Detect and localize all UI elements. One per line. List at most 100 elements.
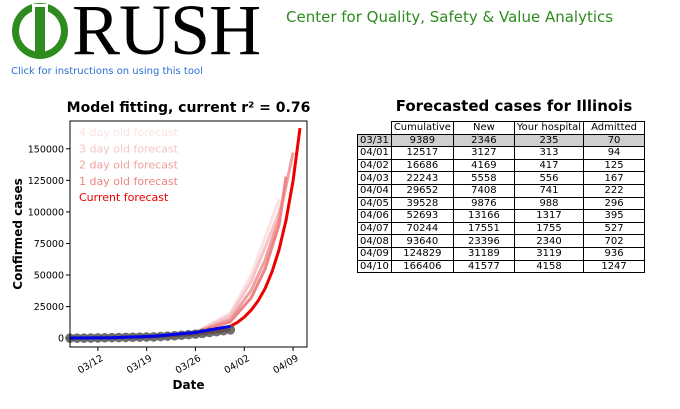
cell-cumulative: 22243 [390, 171, 454, 185]
cell-your-hospital: 3119 [513, 246, 585, 261]
x-axis-label: Date [173, 378, 205, 392]
legend-entry: 1 day old forecast [79, 175, 179, 188]
cell-cumulative: 93640 [390, 234, 454, 248]
forecast-line [229, 127, 302, 328]
cell-cumulative: 29652 [390, 183, 454, 198]
cell-your-hospital: 988 [513, 196, 585, 211]
chart-title: Model fitting, current r² = 0.76 [67, 100, 311, 116]
cell-new: 3127 [452, 146, 515, 160]
table-row: 03/31 9389 2346 235 70 [357, 133, 646, 148]
rush-logo: RUSH [10, 0, 290, 66]
y-tick-label: 25000 [34, 302, 64, 313]
cell-admitted: 167 [583, 171, 646, 185]
row-date: 04/09 [357, 246, 392, 261]
y-axis-label: Confirmed cases [11, 178, 25, 289]
forecast-table-title: Forecasted cases for Illinois [395, 97, 633, 115]
cell-admitted: 222 [583, 183, 646, 198]
cell-your-hospital: 741 [513, 183, 585, 198]
cell-new: 17551 [452, 221, 515, 236]
cell-new: 5558 [452, 171, 515, 185]
cell-cumulative: 52693 [390, 209, 454, 223]
table-row: 04/04 29652 7408 741 222 [357, 183, 646, 198]
instructions-link[interactable]: Click for instructions on using this too… [11, 66, 203, 77]
cell-cumulative: 39528 [390, 196, 454, 211]
cell-new: 31189 [452, 246, 515, 261]
cell-your-hospital: 417 [513, 158, 585, 173]
row-date: 04/01 [357, 146, 392, 160]
cell-new: 2346 [452, 133, 515, 148]
model-fit-line [69, 324, 231, 340]
row-date: 04/05 [357, 196, 392, 211]
cell-cumulative: 166406 [390, 259, 454, 274]
cell-admitted: 94 [583, 146, 646, 160]
row-date: 04/02 [357, 158, 392, 173]
forecast-table: Cumulative New Your hospital Admitted 03… [357, 121, 646, 274]
row-date: 04/07 [357, 221, 392, 236]
cell-admitted: 296 [583, 196, 646, 211]
y-tick-label: 125000 [28, 176, 64, 187]
cell-your-hospital: 313 [513, 146, 585, 160]
cell-your-hospital: 556 [513, 171, 585, 185]
column-header-new: New [452, 121, 515, 135]
table-row: 04/08 93640 23396 2340 702 [357, 234, 646, 248]
y-tick-label: 150000 [28, 144, 64, 155]
cell-admitted: 702 [583, 234, 646, 248]
column-header-cumulative: Cumulative [390, 121, 454, 135]
row-date: 04/04 [357, 183, 392, 198]
x-tick-label: 03/12 [76, 353, 105, 376]
x-tick-label: 04/09 [271, 353, 300, 376]
cell-your-hospital: 1755 [513, 221, 585, 236]
table-row: 04/10 166406 41577 4158 1247 [357, 259, 646, 274]
tagline: Center for Quality, Safety & Value Analy… [286, 8, 614, 26]
cell-admitted: 1247 [583, 259, 646, 274]
cell-cumulative: 70244 [390, 221, 454, 236]
cell-your-hospital: 235 [513, 133, 585, 148]
legend-entry: 3 day old forecast [79, 142, 179, 155]
x-tick-label: 03/19 [125, 353, 154, 376]
column-header-your-hospital: Your hospital [513, 121, 585, 135]
table-row: 04/02 16686 4169 417 125 [357, 158, 646, 173]
table-row: 04/09 124829 31189 3119 936 [357, 246, 646, 261]
y-tick-label: 0 [58, 334, 64, 345]
cell-new: 13166 [452, 209, 515, 223]
row-date: 04/08 [357, 234, 392, 248]
cell-new: 41577 [452, 259, 515, 274]
table-corner [357, 121, 392, 135]
cell-your-hospital: 2340 [513, 234, 585, 248]
cell-new: 7408 [452, 183, 515, 198]
x-tick-label: 03/26 [174, 353, 203, 376]
row-date: 04/06 [357, 209, 392, 223]
cell-new: 4169 [452, 158, 515, 173]
y-tick-label: 100000 [28, 207, 64, 218]
cell-admitted: 125 [583, 158, 646, 173]
cell-admitted: 70 [583, 133, 646, 148]
table-row: 04/01 12517 3127 313 94 [357, 146, 646, 160]
legend-entry: Current forecast [79, 191, 169, 204]
table-row: 04/07 70244 17551 1755 527 [357, 221, 646, 236]
cell-admitted: 527 [583, 221, 646, 236]
rush-logo-icon [12, 3, 68, 59]
row-date: 03/31 [357, 133, 392, 148]
cell-new: 9876 [452, 196, 515, 211]
cell-cumulative: 9389 [390, 133, 454, 148]
forecast-line [69, 186, 288, 340]
y-tick-label: 75000 [34, 239, 64, 250]
x-tick-label: 04/02 [223, 353, 252, 376]
legend-entry: 4 day old forecast [79, 126, 179, 139]
logo-wordmark: RUSH [72, 0, 261, 70]
row-date: 04/03 [357, 171, 392, 185]
cell-cumulative: 16686 [390, 158, 454, 173]
table-row: 04/05 39528 9876 988 296 [357, 196, 646, 211]
cell-admitted: 936 [583, 246, 646, 261]
cell-cumulative: 12517 [390, 146, 454, 160]
table-row: 04/06 52693 13166 1317 395 [357, 209, 646, 223]
table-row: 04/03 22243 5558 556 167 [357, 171, 646, 185]
legend-entry: 2 day old forecast [79, 159, 179, 172]
cell-cumulative: 124829 [390, 246, 454, 261]
cell-your-hospital: 1317 [513, 209, 585, 223]
cell-admitted: 395 [583, 209, 646, 223]
forecast-line [69, 198, 281, 340]
column-header-admitted: Admitted [583, 121, 646, 135]
plot-frame [69, 120, 308, 348]
